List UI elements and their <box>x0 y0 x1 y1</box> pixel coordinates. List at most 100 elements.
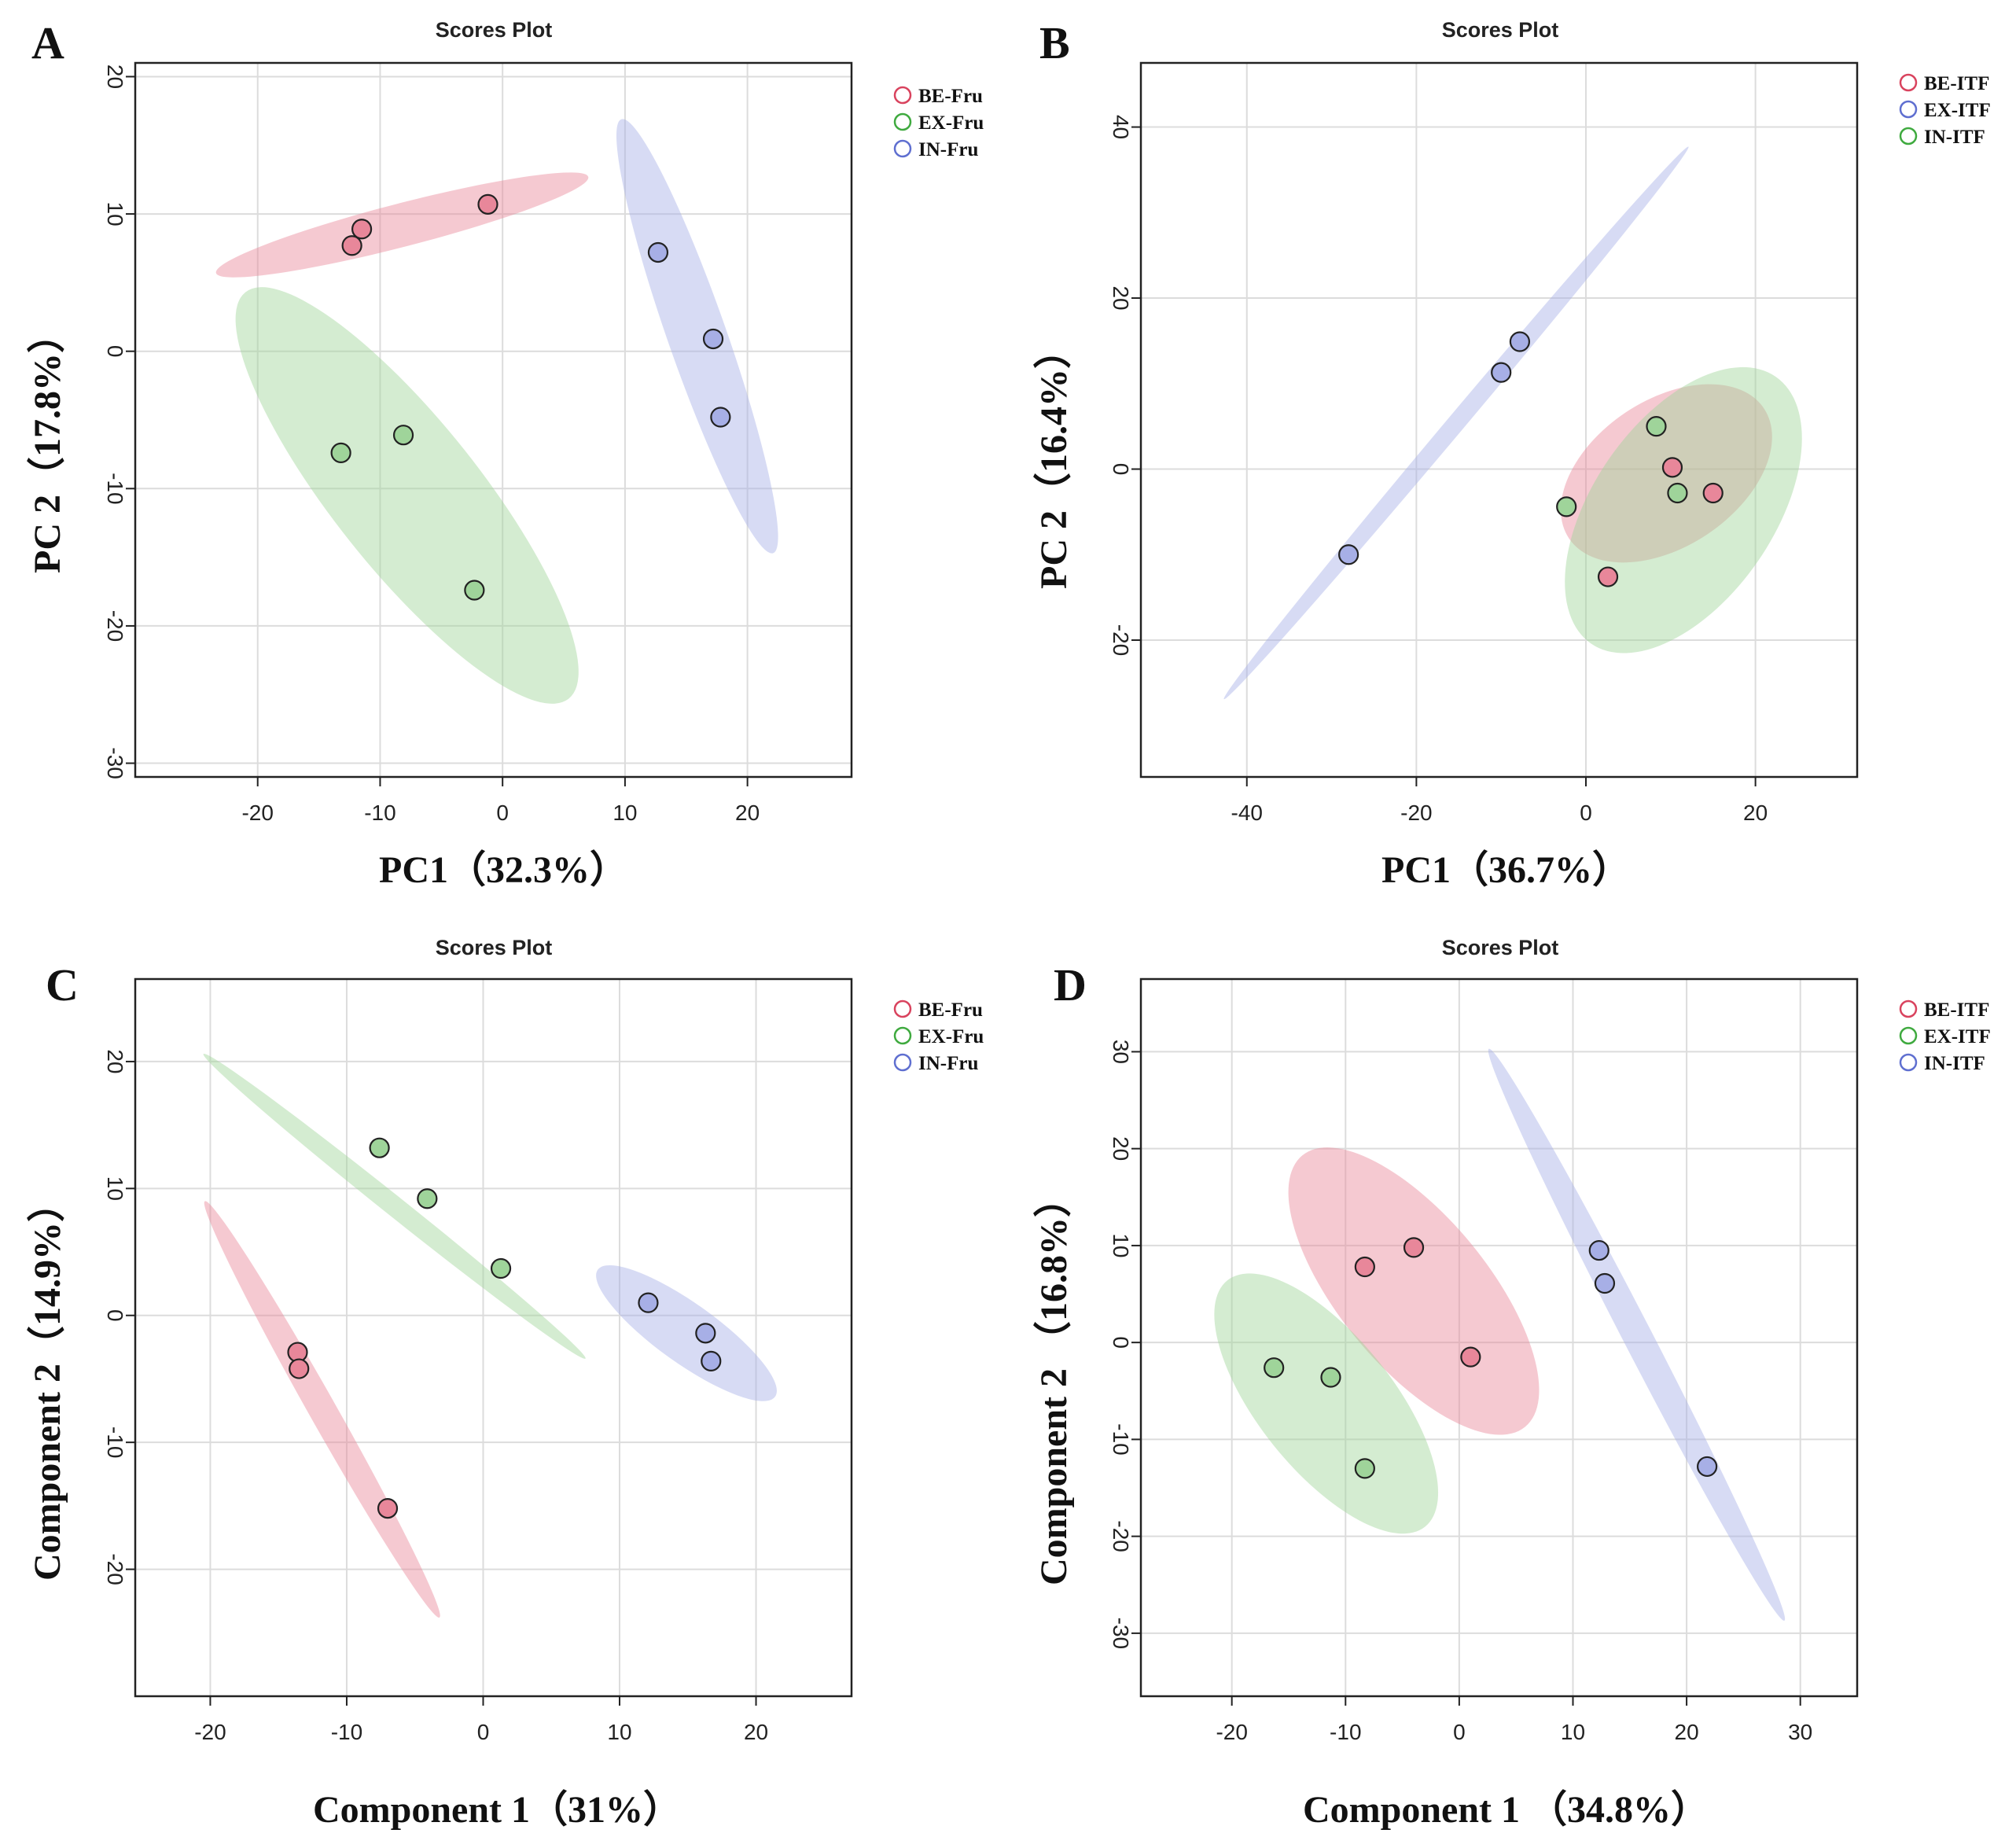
legend-marker-ex-itf <box>1899 100 1918 119</box>
x-tick-label: -20 <box>1216 1720 1247 1744</box>
data-point-ex-fru <box>369 1137 390 1158</box>
data-point-ex-itf <box>1320 1367 1341 1388</box>
x-tick-label: -20 <box>1400 801 1432 825</box>
x-tick-label: -20 <box>194 1720 226 1744</box>
y-axis-title: Component 2（14.9%） <box>27 1184 68 1581</box>
legend-label: BE-ITF <box>1924 999 1989 1021</box>
data-point-in-itf <box>1556 496 1577 517</box>
y-tick-label: -30 <box>103 747 127 779</box>
data-point-ex-itf <box>1491 362 1512 383</box>
y-axis-title: PC 2（16.4%） <box>1033 331 1075 589</box>
legend-marker-in-fru <box>893 1053 912 1072</box>
y-tick-label: 40 <box>1109 115 1133 139</box>
x-tick-label: 0 <box>1580 801 1592 825</box>
data-point-in-itf <box>1594 1272 1616 1294</box>
y-tick-label: -10 <box>1109 1423 1133 1455</box>
chart-title: Scores Plot <box>436 18 553 42</box>
data-point-be-itf <box>1597 566 1619 587</box>
legend-marker-in-fru <box>893 139 912 158</box>
y-tick-label: -10 <box>103 1426 127 1458</box>
data-point-be-fru <box>341 235 362 256</box>
data-point-be-fru <box>477 193 498 215</box>
confidence-ellipse-be-fru <box>215 172 589 278</box>
data-point-be-fru <box>289 1358 310 1379</box>
data-point-in-fru <box>701 1350 722 1371</box>
chart-title: Scores Plot <box>436 936 553 959</box>
y-tick-label: 20 <box>1109 1136 1133 1161</box>
legend-marker-be-itf <box>1899 999 1918 1018</box>
x-tick-label: 20 <box>735 801 760 825</box>
legend-marker-in-itf <box>1899 127 1918 145</box>
legend-label: IN-Fru <box>918 139 978 160</box>
legend-label: EX-ITF <box>1924 100 1991 121</box>
data-point-ex-fru <box>490 1257 512 1279</box>
legend-label: BE-ITF <box>1924 73 1989 94</box>
y-tick-label: 20 <box>103 64 127 89</box>
x-axis-title: Component 1（31%） <box>313 1789 681 1831</box>
data-point-be-itf <box>1661 457 1683 478</box>
chart-title: Scores Plot <box>1442 936 1559 959</box>
y-tick-label: 0 <box>1109 1336 1133 1349</box>
y-tick-label: 0 <box>103 345 127 358</box>
data-point-be-itf <box>1702 482 1724 504</box>
data-point-in-itf <box>1697 1456 1718 1478</box>
y-tick-label: -20 <box>103 610 127 642</box>
y-tick-label: 10 <box>103 1176 127 1201</box>
legend-label: BE-Fru <box>918 86 983 107</box>
data-point-in-fru <box>702 328 724 350</box>
y-tick-label: -30 <box>1109 1618 1133 1649</box>
x-tick-label: -10 <box>364 801 395 825</box>
y-tick-label: 30 <box>1109 1040 1133 1064</box>
x-tick-label: 0 <box>1453 1720 1466 1744</box>
x-tick-label: 20 <box>1743 801 1768 825</box>
data-point-ex-itf <box>1338 544 1359 565</box>
y-tick-label: 0 <box>1109 463 1133 476</box>
x-axis-title: Component 1 （34.8%） <box>1303 1789 1709 1831</box>
panel-d: D Scores Plot Component 1 （34.8%） Compon… <box>1033 936 1991 1831</box>
legend-marker-ex-fru <box>893 112 912 131</box>
data-point-in-fru <box>638 1292 659 1313</box>
data-point-ex-itf <box>1354 1458 1375 1479</box>
data-point-in-itf <box>1667 482 1688 504</box>
legend-marker-be-fru <box>893 999 912 1018</box>
x-tick-label: -40 <box>1231 801 1263 825</box>
x-axis-title: PC1（32.3%） <box>379 849 627 891</box>
panel-b: B Scores Plot PC1（36.7%） PC 2（16.4%） -40… <box>1033 17 1991 891</box>
x-tick-label: -10 <box>1330 1720 1361 1744</box>
x-tick-label: 10 <box>613 801 637 825</box>
confidence-ellipse-in-itf <box>1488 1048 1786 1621</box>
legend-label: BE-Fru <box>918 999 983 1021</box>
legend-marker-be-fru <box>893 86 912 105</box>
y-tick-label: 20 <box>103 1049 127 1073</box>
panel-letter: C <box>46 959 79 1011</box>
legend-marker-be-itf <box>1899 73 1918 92</box>
data-point-be-fru <box>351 219 373 240</box>
data-point-ex-fru <box>392 425 414 446</box>
x-tick-label: 0 <box>496 801 509 825</box>
data-point-in-itf <box>1646 416 1667 437</box>
confidence-ellipse-in-itf <box>1565 366 1802 653</box>
confidence-ellipse-ex-fru <box>235 287 579 704</box>
y-tick-label: 10 <box>1109 1233 1133 1257</box>
data-point-be-itf <box>1403 1237 1425 1258</box>
plot-frame <box>1139 61 1859 779</box>
panel-letter: D <box>1054 959 1087 1011</box>
data-point-be-itf <box>1354 1256 1375 1278</box>
data-point-in-fru <box>710 407 731 428</box>
x-tick-label: 0 <box>477 1720 490 1744</box>
data-point-in-itf <box>1588 1239 1609 1261</box>
y-tick-label: -20 <box>1109 1520 1133 1552</box>
x-axis-title: PC1（36.7%） <box>1381 849 1630 891</box>
legend: BE-ITF EX-ITF IN-ITF <box>1899 73 1991 148</box>
chart-title: Scores Plot <box>1442 18 1559 42</box>
legend-marker-ex-itf <box>1899 1026 1918 1045</box>
legend-label: IN-ITF <box>1924 127 1985 148</box>
y-tick-label: 0 <box>103 1309 127 1322</box>
data-point-in-fru <box>647 241 669 263</box>
plot-frame <box>134 977 853 1698</box>
legend-marker-ex-fru <box>893 1026 912 1045</box>
plot-area <box>135 63 852 777</box>
panel-c: C Scores Plot Component 1（31%） Component… <box>27 936 984 1831</box>
legend: BE-ITF EX-ITF IN-ITF <box>1899 999 1991 1074</box>
